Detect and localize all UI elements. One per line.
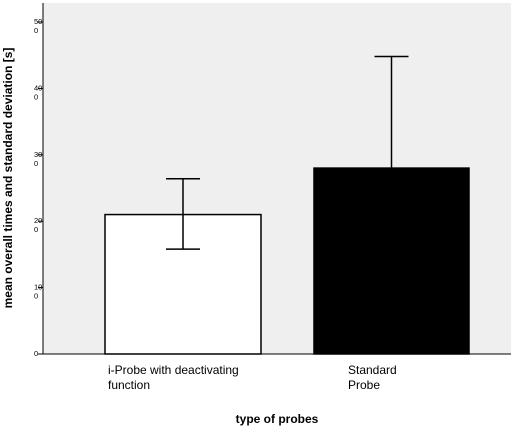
x-axis-title: type of probes — [236, 412, 319, 426]
y-tick-label: 50 0 — [34, 17, 42, 35]
x-axis-tick-labels: i-Probe with deactivating function Standar… — [108, 363, 397, 392]
x-tick-label: Standard Probe — [348, 363, 397, 392]
y-tick-label-line: 20 — [34, 216, 42, 225]
y-tick-label: 30 0 — [34, 150, 42, 168]
y-tick-label-line: 0 — [34, 292, 38, 301]
y-tick-label-line: 0 — [34, 26, 38, 35]
y-tick-label-line: 30 — [34, 150, 42, 159]
y-tick-label-line: 10 — [34, 283, 42, 292]
y-tick-label: 20 0 — [34, 216, 42, 234]
y-tick-label-line: 0 — [34, 225, 38, 234]
bar — [313, 167, 470, 355]
y-tick-label: 0 — [34, 349, 38, 358]
y-tick-label-line: 40 — [34, 83, 42, 92]
y-axis-ticks: 010 020 030 040 050 0 — [34, 17, 43, 358]
y-tick-label: 10 0 — [34, 283, 42, 301]
bars — [104, 55, 470, 355]
x-tick-label-line: function — [108, 378, 150, 392]
x-tick-label-line: Probe — [348, 378, 380, 392]
y-tick-label-line: 0 — [34, 92, 38, 101]
x-tick-label-line: Standard — [348, 363, 397, 377]
y-tick-label-line: 0 — [34, 159, 38, 168]
y-axis-title: mean overall times and standard deviatio… — [1, 48, 15, 309]
y-tick-label-line: 0 — [34, 349, 38, 358]
x-tick-label: i-Probe with deactivating function — [108, 363, 239, 392]
x-tick-label-line: i-Probe with deactivating — [108, 363, 239, 377]
y-tick-label-line: 50 — [34, 17, 42, 26]
y-tick-label: 40 0 — [34, 83, 42, 101]
